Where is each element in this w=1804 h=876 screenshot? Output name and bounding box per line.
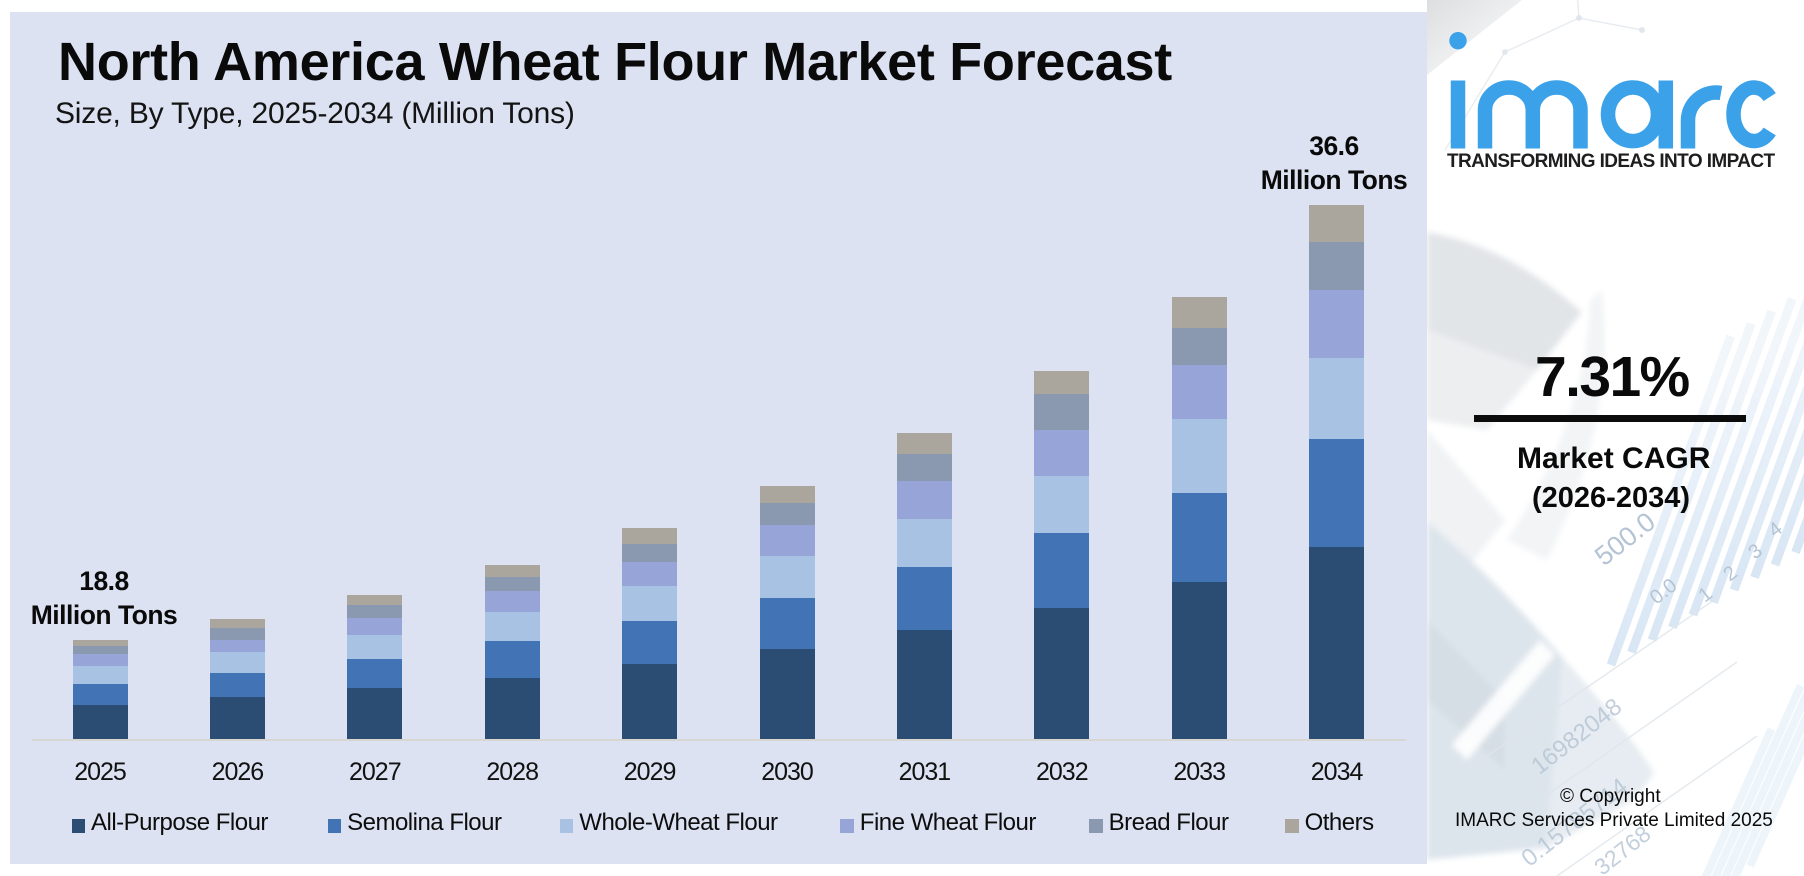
svg-text:TRANSFORMING IDEAS INTO IMPACT: TRANSFORMING IDEAS INTO IMPACT <box>1447 151 1776 172</box>
